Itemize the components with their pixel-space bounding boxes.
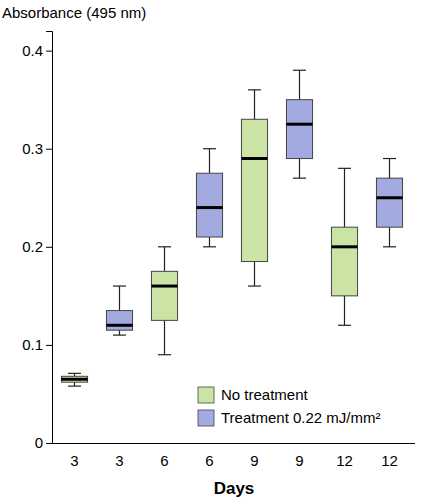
legend-label: Treatment 0.22 mJ/mm² bbox=[221, 409, 380, 426]
y-tick-label: 0.2 bbox=[22, 238, 43, 255]
lower-cap bbox=[338, 325, 351, 326]
x-tick: 12 bbox=[381, 452, 398, 469]
box bbox=[106, 286, 132, 335]
y-tick: 0 bbox=[35, 434, 52, 451]
median bbox=[331, 245, 357, 248]
upper-whisker bbox=[344, 168, 345, 227]
y-axis: 0 0.1 0.2 0.3 0.4 bbox=[22, 32, 52, 452]
upper-whisker bbox=[299, 70, 300, 99]
lower-whisker bbox=[209, 237, 210, 247]
y-tick-label: 0.4 bbox=[22, 42, 43, 59]
x-tick-label: 6 bbox=[205, 452, 213, 469]
box-body bbox=[286, 100, 312, 159]
x-tick: 12 bbox=[336, 452, 353, 469]
x-tick: 6 bbox=[160, 452, 168, 469]
x-tick-label: 12 bbox=[336, 452, 353, 469]
boxes bbox=[61, 70, 402, 386]
upper-cap bbox=[293, 70, 306, 71]
y-tick: 0.2 bbox=[22, 238, 52, 255]
upper-whisker bbox=[389, 159, 390, 179]
box bbox=[61, 373, 87, 386]
box bbox=[376, 159, 402, 247]
y-tick: 0.1 bbox=[22, 336, 52, 353]
x-tick-label: 12 bbox=[381, 452, 398, 469]
x-tick-label: 9 bbox=[295, 452, 303, 469]
lower-whisker bbox=[254, 262, 255, 287]
y-tick-label: 0.1 bbox=[22, 336, 43, 353]
y-tick: 0.4 bbox=[22, 42, 52, 59]
box bbox=[151, 247, 177, 355]
box bbox=[331, 168, 357, 325]
lower-whisker bbox=[344, 296, 345, 325]
median bbox=[241, 157, 267, 160]
upper-cap bbox=[113, 285, 126, 286]
lower-cap bbox=[203, 246, 216, 247]
median bbox=[376, 196, 402, 199]
box bbox=[196, 149, 222, 247]
x-tick: 3 bbox=[70, 452, 78, 469]
box-body bbox=[241, 119, 267, 261]
lower-cap bbox=[113, 334, 126, 335]
lower-cap bbox=[293, 178, 306, 179]
legend-swatch bbox=[198, 410, 214, 426]
legend-label: No treatment bbox=[221, 386, 309, 403]
upper-whisker bbox=[164, 247, 165, 272]
x-axis-line bbox=[52, 443, 415, 444]
lower-cap bbox=[158, 354, 171, 355]
upper-whisker bbox=[209, 149, 210, 174]
chart: 0 0.1 0.2 0.3 0.4 3 3 6 6 9 9 12 12 Absorbance (495 n… bbox=[0, 0, 429, 500]
x-tick: 3 bbox=[115, 452, 123, 469]
legend: No treatment Treatment 0.22 mJ/mm² bbox=[198, 386, 380, 426]
lower-whisker bbox=[119, 330, 120, 335]
x-tick: 9 bbox=[250, 452, 258, 469]
upper-cap bbox=[203, 148, 216, 149]
x-axis: 3 3 6 6 9 9 12 12 bbox=[52, 444, 415, 469]
median bbox=[286, 123, 312, 126]
box-body bbox=[331, 227, 357, 296]
x-tick: 9 bbox=[295, 452, 303, 469]
lower-cap bbox=[248, 285, 261, 286]
median bbox=[61, 378, 87, 381]
y-tick-mark bbox=[46, 443, 52, 444]
box bbox=[241, 90, 267, 286]
box-body bbox=[196, 173, 222, 237]
y-tick-mark bbox=[46, 51, 52, 52]
legend-swatch bbox=[198, 387, 214, 403]
upper-cap bbox=[158, 246, 171, 247]
x-axis-title: Days bbox=[214, 479, 255, 498]
x-tick: 6 bbox=[205, 452, 213, 469]
lower-cap bbox=[68, 386, 81, 387]
lower-whisker bbox=[164, 320, 165, 354]
median bbox=[106, 324, 132, 327]
x-tick-label: 3 bbox=[115, 452, 123, 469]
median bbox=[151, 285, 177, 288]
y-tick-mark bbox=[46, 345, 52, 346]
box-body bbox=[61, 376, 87, 382]
y-tick-mark bbox=[46, 149, 52, 150]
box-body bbox=[106, 311, 132, 331]
upper-cap bbox=[338, 168, 351, 169]
box-body bbox=[376, 178, 402, 227]
y-tick-label: 0.3 bbox=[22, 140, 43, 157]
x-tick-label: 9 bbox=[250, 452, 258, 469]
y-tick-label: 0 bbox=[35, 434, 43, 451]
y-tick: 0.3 bbox=[22, 140, 52, 157]
upper-cap bbox=[68, 373, 81, 374]
upper-whisker bbox=[254, 90, 255, 119]
box-body bbox=[151, 271, 177, 320]
lower-whisker bbox=[389, 227, 390, 247]
lower-cap bbox=[383, 246, 396, 247]
box bbox=[286, 70, 312, 178]
y-tick-mark bbox=[46, 247, 52, 248]
y-axis-line bbox=[46, 32, 53, 444]
x-tick-label: 3 bbox=[70, 452, 78, 469]
upper-cap bbox=[383, 158, 396, 159]
lower-whisker bbox=[299, 159, 300, 179]
y-axis-title: Absorbance (495 nm) bbox=[2, 4, 146, 21]
upper-whisker bbox=[119, 286, 120, 311]
median bbox=[196, 206, 222, 209]
x-tick-label: 6 bbox=[160, 452, 168, 469]
upper-cap bbox=[248, 89, 261, 90]
